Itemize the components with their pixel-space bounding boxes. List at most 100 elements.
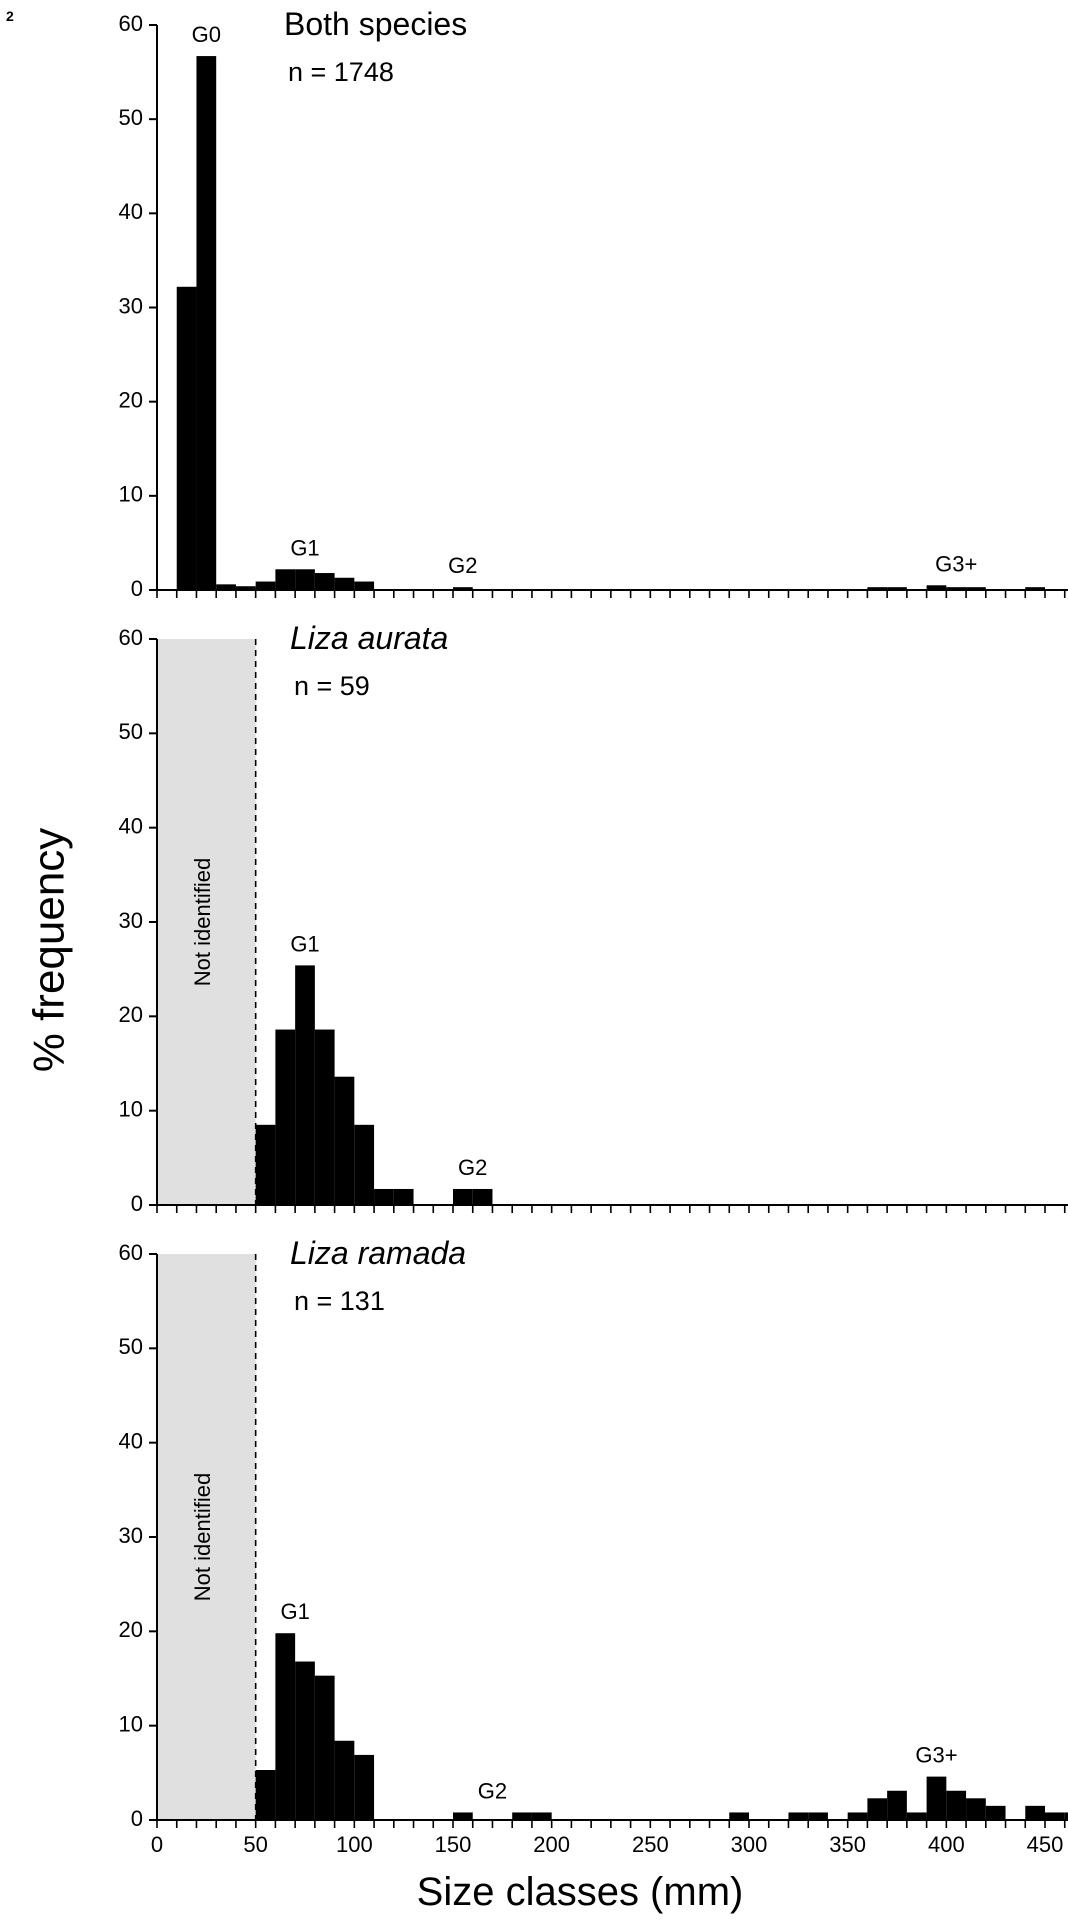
histogram-bar bbox=[887, 587, 907, 590]
histogram-bar bbox=[1025, 587, 1045, 590]
histogram-bar bbox=[216, 584, 236, 590]
histogram-bar bbox=[966, 587, 986, 590]
y-tick-label: 20 bbox=[119, 1617, 143, 1642]
y-tick-label: 40 bbox=[119, 199, 143, 224]
sample-size-label: n = 131 bbox=[294, 1286, 385, 1316]
histogram-bar bbox=[275, 569, 296, 590]
histogram-bar bbox=[867, 1798, 888, 1820]
histogram-bar bbox=[275, 1029, 296, 1205]
panel-title: Liza aurata bbox=[290, 620, 448, 656]
histogram-bar bbox=[393, 1188, 414, 1205]
histogram-bar bbox=[512, 1812, 532, 1820]
histogram-bar bbox=[255, 1124, 276, 1205]
histogram-bar bbox=[926, 585, 947, 590]
histogram-bar bbox=[847, 1812, 868, 1820]
histogram-bar bbox=[374, 1188, 394, 1205]
cohort-label: G3+ bbox=[935, 551, 977, 576]
y-tick-label: 0 bbox=[131, 1191, 143, 1216]
histogram-bar bbox=[354, 1124, 375, 1205]
histogram-bar bbox=[295, 1661, 315, 1820]
histogram-bar bbox=[255, 1770, 276, 1820]
y-tick-label: 20 bbox=[119, 1002, 143, 1027]
histogram-bar bbox=[966, 1798, 986, 1820]
x-tick-label: 350 bbox=[829, 1832, 866, 1857]
x-tick-label: 0 bbox=[151, 1832, 163, 1857]
histogram-bar bbox=[314, 1029, 335, 1205]
cohort-label: G1 bbox=[290, 931, 319, 956]
cohort-label: G2 bbox=[448, 553, 477, 578]
x-tick-label: 400 bbox=[928, 1832, 965, 1857]
y-tick-label: 20 bbox=[119, 387, 143, 412]
y-tick-label: 60 bbox=[119, 625, 143, 650]
histogram-bar bbox=[729, 1812, 749, 1820]
histogram-bar bbox=[867, 587, 888, 590]
histogram-bar bbox=[1045, 1812, 1065, 1820]
cohort-label: G0 bbox=[192, 22, 221, 47]
cohort-label: G3+ bbox=[915, 1743, 957, 1768]
y-tick-label: 50 bbox=[119, 1334, 143, 1359]
y-tick-label: 40 bbox=[119, 813, 143, 838]
y-tick-label: 10 bbox=[119, 482, 143, 507]
x-tick-label: 200 bbox=[533, 1832, 570, 1857]
x-axis-title: Size classes (mm) bbox=[417, 1870, 744, 1914]
y-tick-label: 60 bbox=[119, 1240, 143, 1265]
y-tick-label: 30 bbox=[119, 908, 143, 933]
x-tick-label: 250 bbox=[632, 1832, 669, 1857]
histogram-bar bbox=[1064, 1812, 1068, 1820]
not-identified-label: Not identified bbox=[190, 1473, 215, 1601]
histogram-bar bbox=[314, 573, 335, 590]
histogram-bar bbox=[472, 1188, 493, 1205]
histogram-bar bbox=[295, 965, 315, 1205]
histogram-bar bbox=[295, 569, 315, 590]
histogram-bar bbox=[314, 1675, 335, 1820]
histogram-bar bbox=[334, 577, 355, 590]
not-identified-label: Not identified bbox=[190, 858, 215, 986]
histogram-bar bbox=[887, 1790, 907, 1820]
sample-size-label: n = 59 bbox=[294, 671, 370, 701]
histogram-bar bbox=[926, 1776, 947, 1820]
figure-label: 2 bbox=[6, 8, 14, 24]
x-tick-label: 450 bbox=[1027, 1832, 1064, 1857]
histogram-bar bbox=[531, 1812, 552, 1820]
histogram-bar bbox=[354, 581, 375, 590]
y-axis-title: % frequency bbox=[25, 828, 74, 1073]
histogram-bar bbox=[235, 586, 256, 590]
y-tick-label: 50 bbox=[119, 719, 143, 744]
histogram-bar bbox=[946, 1790, 967, 1820]
histogram-bar bbox=[1025, 1805, 1045, 1820]
histogram-bar bbox=[946, 587, 967, 590]
histogram-bar bbox=[176, 286, 197, 590]
sample-size-label: n = 1748 bbox=[288, 57, 394, 87]
y-tick-label: 0 bbox=[131, 576, 143, 601]
cohort-label: G1 bbox=[280, 1599, 309, 1624]
y-tick-label: 30 bbox=[119, 293, 143, 318]
y-tick-label: 60 bbox=[119, 11, 143, 36]
histogram-bar bbox=[334, 1076, 355, 1205]
panel-title: Liza ramada bbox=[290, 1235, 466, 1271]
x-tick-label: 50 bbox=[243, 1832, 267, 1857]
y-tick-label: 10 bbox=[119, 1711, 143, 1736]
histogram-bar bbox=[788, 1812, 809, 1820]
cohort-label: G2 bbox=[478, 1778, 507, 1803]
cohort-label: G2 bbox=[458, 1155, 487, 1180]
x-tick-label: 150 bbox=[435, 1832, 472, 1857]
histogram-bar bbox=[453, 1188, 473, 1205]
histogram-bar bbox=[985, 1805, 1006, 1820]
y-tick-label: 30 bbox=[119, 1523, 143, 1548]
histogram-bar bbox=[334, 1740, 355, 1820]
y-tick-label: 10 bbox=[119, 1096, 143, 1121]
histogram-bar bbox=[275, 1633, 296, 1820]
x-tick-label: 100 bbox=[336, 1832, 373, 1857]
y-tick-label: 40 bbox=[119, 1428, 143, 1453]
not-identified-region bbox=[157, 1254, 256, 1820]
histogram-bar bbox=[453, 1812, 473, 1820]
x-tick-label: 300 bbox=[731, 1832, 768, 1857]
histogram-bar bbox=[453, 587, 473, 590]
histogram-bar bbox=[255, 581, 276, 590]
histogram-bar bbox=[808, 1812, 828, 1820]
histogram-bar bbox=[906, 1812, 927, 1820]
histogram-bar bbox=[196, 56, 217, 590]
histogram-bar bbox=[354, 1754, 375, 1820]
y-tick-label: 50 bbox=[119, 105, 143, 130]
